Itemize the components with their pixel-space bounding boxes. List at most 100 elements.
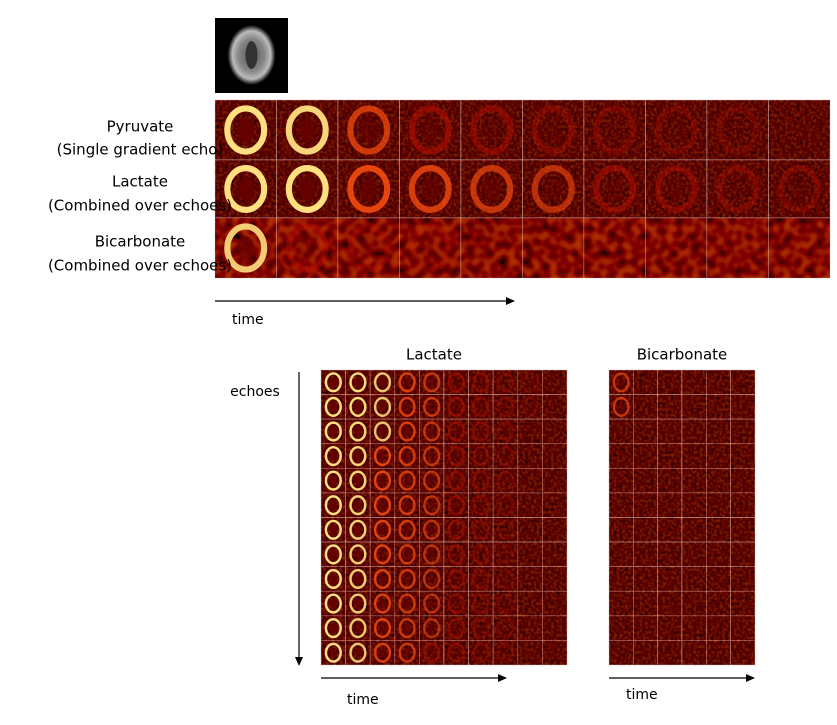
map-core [428,401,436,412]
map-noise [542,370,567,395]
map-core [477,647,485,658]
map-core [606,118,624,142]
map-ring [777,165,821,213]
map-noise [768,100,830,160]
map-core [329,401,337,412]
map-ring [496,618,515,639]
map-core [329,574,337,584]
map-core [477,500,485,511]
map-core [403,500,411,511]
map-noise [542,517,567,543]
map-core [477,451,485,461]
map-core [452,574,460,584]
map-core [403,549,411,560]
map-core [477,524,485,535]
map-core [477,426,485,437]
map-ring [472,618,490,639]
map-ring [373,495,392,516]
map-noise [468,419,494,444]
map-noise [633,419,658,444]
map-noise [468,566,494,592]
map-core [428,451,436,461]
map-ring [496,568,515,590]
map-ring [398,470,416,491]
map-ring [224,165,268,213]
map-noise [468,492,494,518]
map-core [502,475,509,486]
map-noise [633,566,658,592]
map-noise [493,591,518,616]
map-noise [707,160,769,218]
map-ring [423,495,441,516]
map-ring [496,495,515,516]
map-ring [373,519,392,540]
map-noise [517,468,543,493]
map-ring [447,618,465,639]
map-noise [645,100,707,160]
map-ring [349,519,367,540]
map-noise [609,517,634,543]
map-noise [493,615,518,641]
map-ring [324,495,342,516]
map-noise [584,160,646,218]
map-ring [373,593,392,614]
map-noise [493,419,518,444]
map-ring [472,642,490,663]
map-ring [373,568,392,590]
map-noise [657,517,682,543]
map-ring [398,642,416,663]
map-core [360,236,378,260]
map-ring [612,372,630,393]
map-noise [517,615,543,641]
map-core [354,524,362,535]
map-core [329,524,337,535]
map-ring [593,165,637,213]
map-core [544,177,562,201]
map-ring [373,445,392,467]
map-noise [517,566,543,592]
map-ring [654,165,698,213]
map-core [452,500,460,511]
map-ring [593,105,637,155]
map-ring [447,421,465,442]
map-noise [682,566,707,592]
map-noise [682,517,707,543]
map-ring [398,495,416,516]
map-noise [517,591,543,616]
map-core [483,118,501,142]
map-ring [285,105,329,155]
row-sublabel: (Combined over echoes) [48,257,232,275]
map-core [298,118,316,142]
map-noise [657,370,682,395]
map-core [354,647,362,658]
map-core [329,451,337,461]
map-noise [706,566,731,592]
map-core [729,118,747,142]
map-noise [609,542,634,567]
map-core [428,623,436,634]
map-noise [399,218,461,278]
map-core [379,475,386,486]
map-ring [324,519,342,540]
map-noise [493,394,518,420]
map-ring [324,568,342,590]
map-noise [768,218,830,278]
map-noise [730,566,755,592]
map-noise [706,419,731,444]
map-noise [730,542,755,567]
map-ring [447,642,465,663]
map-noise [682,591,707,616]
map-noise [730,443,755,469]
map-core [452,451,460,461]
map-noise [468,615,494,641]
map-ring [349,445,367,467]
map-core [502,451,509,461]
map-noise [657,615,682,641]
map-noise [707,218,769,278]
map-noise [730,419,755,444]
map-ring [470,105,514,155]
row-sublabel: (Single gradient echo) [57,141,224,159]
map-ring [398,618,416,639]
map-noise [542,419,567,444]
